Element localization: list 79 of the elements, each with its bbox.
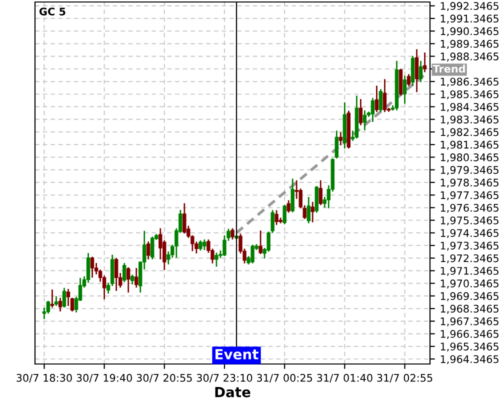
y-tick-label: 1,981.3465: [440, 140, 498, 150]
candlestick: [406, 74, 411, 86]
candlestick: [50, 290, 54, 308]
candlestick: [402, 76, 407, 104]
candlestick: [134, 268, 138, 288]
y-tick-label: 1,970.3465: [440, 280, 498, 288]
x-tick-label: 30/7 18:30: [16, 374, 72, 383]
x-tick-label: 31/7 02:55: [377, 374, 432, 383]
candlestick: [306, 196, 310, 224]
annotation: Event: [216, 349, 258, 360]
candlestick: [422, 52, 427, 72]
y-tick-label: 1,968.3465: [440, 304, 498, 314]
y-tick-label: 1,966.3465: [440, 330, 498, 339]
y-tick-label: 1,980.3465: [440, 153, 498, 162]
candlestick: [150, 236, 154, 260]
y-tick-label: 1,973.3465: [440, 242, 498, 251]
candlestick: [250, 244, 254, 264]
series-label: Trend: [432, 64, 465, 73]
candlestick: [258, 230, 262, 254]
candlestick: [90, 256, 94, 278]
x-tick-label: 30/7 20:55: [136, 374, 192, 383]
x-tick-label: 31/7 00:25: [257, 374, 312, 383]
x-tick-label: 30/7 23:10: [196, 374, 252, 383]
y-tick-label: 1,990.3465: [440, 27, 498, 36]
y-tick-label: 1,976.3465: [440, 204, 498, 213]
candlestick: [146, 241, 150, 260]
candlestick: [114, 258, 118, 291]
candlestick: [58, 298, 62, 312]
y-tick-label: 1,985.3465: [440, 90, 498, 100]
candlestick: [318, 180, 322, 206]
candlestick: [278, 218, 282, 224]
y-tick-label: 1,967.3465: [440, 317, 498, 326]
y-tick-label: 1,989.3465: [440, 40, 498, 49]
candlestick: [378, 89, 383, 112]
y-tick-label: 1,988.3465: [440, 52, 498, 62]
candlestick: [62, 288, 66, 308]
candlestick: [338, 132, 343, 146]
y-tick-label: 1,974.3465: [440, 229, 498, 238]
y-tick-label: 1,978.3465: [440, 178, 498, 188]
y-tick-label: 1,992.3465: [440, 2, 498, 11]
y-tick-label: 1,965.3465: [440, 342, 498, 352]
candlestick: [290, 178, 294, 212]
candlestick: [374, 86, 379, 112]
chart-title: GC 5: [39, 8, 66, 16]
candlestick: [202, 239, 206, 250]
candlestick: [274, 210, 278, 225]
y-tick-label: 1,979.3465: [440, 166, 498, 175]
y-tick-label: 1,984.3465: [440, 102, 498, 112]
y-tick-label: 1,986.3465: [440, 78, 498, 87]
candlestick: [122, 263, 126, 282]
candlestick: [230, 228, 234, 240]
y-tick-label: 1,991.3465: [440, 14, 498, 24]
candlestick: [282, 205, 286, 224]
candlestick: [310, 202, 314, 222]
candlestick: [314, 186, 318, 213]
y-tick-label: 1,964.3465: [440, 355, 498, 364]
y-tick-label: 1,983.3465: [440, 116, 498, 125]
y-tick-label: 1,982.3465: [440, 128, 498, 138]
y-tick-label: 1,969.3465: [440, 292, 498, 302]
y-tick-label: 1,972.3465: [440, 254, 498, 264]
candlestick: [382, 79, 387, 112]
y-tick-label: 1,971.3465: [440, 266, 498, 276]
y-tick-label: 1,977.3465: [440, 191, 498, 200]
x-axis-title: Date: [215, 387, 250, 398]
y-tick-label: 1,975.3465: [440, 216, 498, 226]
candlestick: [126, 267, 130, 293]
candlestick: [286, 200, 290, 213]
x-tick-label: 31/7 01:40: [317, 374, 372, 383]
candlestick: [410, 56, 415, 86]
candlestick: [182, 203, 186, 234]
candlestick: [358, 99, 363, 126]
candlestick: [414, 49, 419, 92]
candlestick: [418, 60, 423, 82]
candlestick: [334, 130, 339, 158]
x-tick-label: 30/7 19:40: [76, 374, 132, 383]
candlestick: [370, 98, 375, 122]
candlestick: [214, 252, 218, 267]
candlestick: [54, 296, 58, 306]
candlestick: [362, 110, 367, 130]
